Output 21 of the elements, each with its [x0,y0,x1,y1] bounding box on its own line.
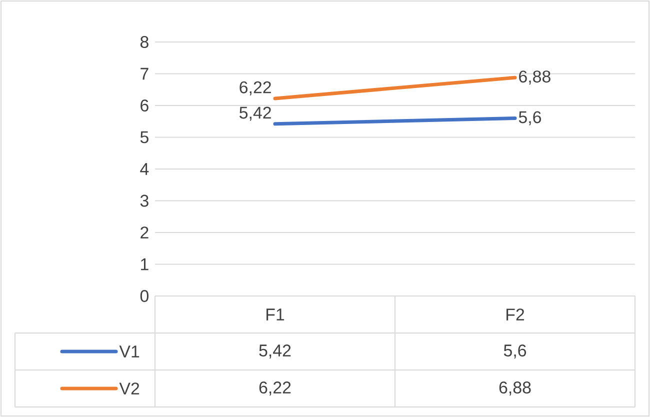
text: 5,6 [518,111,541,126]
y-tick-label: 8 [140,36,148,48]
y-tick-label: 7 [140,68,148,80]
y-tick-label: 2 [140,226,148,238]
text: 5,42 [240,106,271,121]
y-tick-label: 1 [141,258,148,270]
y-tick-label: 6 [140,100,148,112]
data-label: 6,22 [259,382,291,396]
data-label: 6,88 [499,382,531,396]
data-label: 5,42 [259,344,291,359]
text: 6,88 [519,70,550,85]
text: 6,22 [240,81,271,96]
y-tick-label: 5 [140,131,148,144]
x-tick-label: F2 [506,308,524,320]
y-tick-label: 0 [140,290,149,302]
legend-label: V1 [119,346,140,358]
y-tick-label: 4 [140,163,149,175]
legend-label: V2 [119,382,140,394]
data-label: 5,6 [504,344,526,359]
x-tick-label: F1 [266,308,284,320]
y-tick-label: 3 [140,194,148,207]
